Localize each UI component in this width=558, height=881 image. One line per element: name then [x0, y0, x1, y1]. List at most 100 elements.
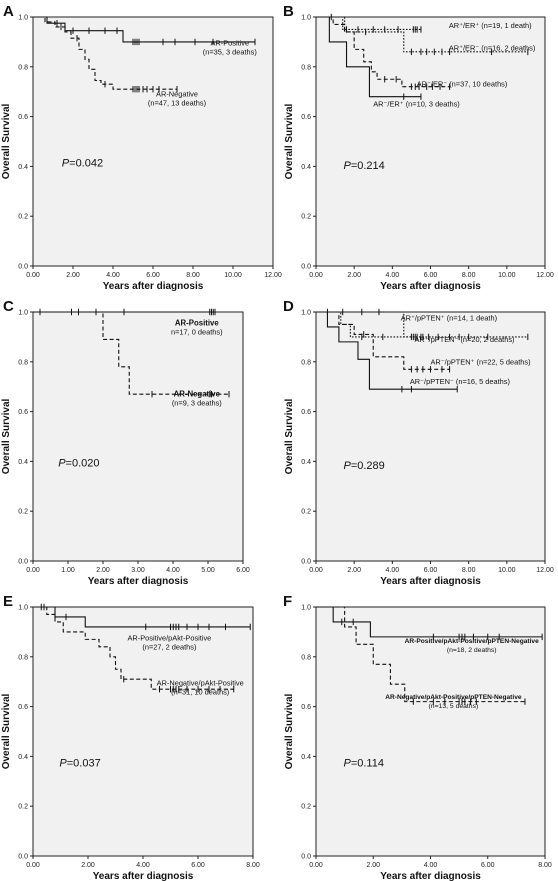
survival-curve-2	[33, 606, 234, 690]
y-tick-label: 0.0	[301, 559, 311, 566]
panel-f: F 0.0 0.2 0.4 0.6 0.8 1.0 0.00 2.00 4.00 6.00 8.00 Y…	[283, 593, 552, 881]
series-name: AR-Positive/pAkt-Positive/pPTEN-Negative	[405, 638, 539, 645]
series-name: AR-Negative/pAkt-Positive/pPTEN-Negative	[385, 694, 522, 701]
y-tick-label: 0.8	[18, 654, 28, 661]
y-tick-label: 0.8	[301, 64, 311, 71]
y-tick-label: 0.2	[301, 804, 311, 811]
panel-letter: C	[3, 298, 14, 315]
series-count: (n=13, 5 deaths)	[429, 703, 479, 710]
panel-b: B 0.0 0.2 0.4 0.6 0.8 1.0 0.00 2.00 4.00 6.00 8.00 1…	[283, 3, 554, 292]
y-tick-label: 0.0	[18, 854, 28, 861]
x-tick-label: 4.00	[106, 272, 120, 279]
y-tick-label: 0.8	[18, 64, 28, 71]
survival-curve-2	[33, 311, 229, 395]
x-tick-label: 0.00	[309, 272, 323, 279]
series-count: (n=18, 2 deaths)	[447, 647, 497, 654]
y-tick-label: 0.0	[18, 264, 28, 271]
x-axis-label: Years after diagnosis	[380, 281, 481, 292]
y-tick-label: 0.4	[301, 459, 311, 466]
panel-c: C 0.0 0.2 0.4 0.6 0.8 1.0 0.00 1.00 2.00 3.00 4.00 5…	[1, 298, 250, 587]
panel-letter: D	[283, 298, 294, 315]
x-tick-label: 2.00	[66, 272, 80, 279]
survival-curve-2	[316, 16, 528, 53]
y-tick-label: 0.0	[18, 559, 28, 566]
x-tick-label: 8.00	[462, 272, 476, 279]
series-annotation: AR⁻/ER⁻ (n=37, 10 deaths)	[417, 80, 508, 89]
series-annotation: AR⁻/pPTEN⁺ (n=22, 5 deaths)	[431, 357, 531, 366]
y-axis-label: Overall Survival	[1, 103, 12, 179]
p-value: P=0.214	[343, 160, 384, 172]
x-tick-label: 12.00	[536, 272, 554, 279]
y-tick-label: 0.4	[301, 164, 311, 171]
panel-letter: F	[283, 593, 292, 610]
series-name: AR-Positive	[210, 39, 249, 48]
x-tick-label: 2.00	[347, 272, 361, 279]
series-count: n=17, 0 deaths)	[171, 328, 223, 337]
series-name: AR-Negative/pAkt-Positive	[157, 678, 244, 687]
x-axis-label: Years after diagnosis	[88, 576, 189, 587]
x-tick-label: 10.00	[498, 272, 516, 279]
y-tick-label: 0.8	[301, 359, 311, 366]
y-tick-label: 1.0	[301, 605, 311, 612]
y-tick-label: 0.4	[18, 754, 28, 761]
p-value: P=0.020	[58, 457, 99, 469]
y-tick-label: 1.0	[18, 605, 28, 612]
plot-area	[32, 16, 274, 267]
survival-curve-2	[33, 16, 177, 90]
x-tick-label: 12.00	[264, 272, 282, 279]
panel-letter: E	[3, 593, 13, 610]
plot-area	[315, 606, 546, 857]
x-axis-label: Years after diagnosis	[380, 871, 481, 881]
x-tick-label: 4.00	[166, 567, 180, 574]
x-tick-label: 2.00	[366, 862, 380, 869]
x-axis-label: Years after diagnosis	[103, 281, 204, 292]
y-tick-label: 1.0	[301, 310, 311, 317]
x-tick-label: 10.00	[224, 272, 242, 279]
series-annotation: AR⁻/pPTEN⁻ (n=16, 5 deaths)	[410, 377, 510, 386]
x-tick-label: 4.00	[136, 862, 150, 869]
x-tick-label: 8.00	[186, 272, 200, 279]
panel-a: A 0.0 0.2 0.4 0.6 0.8 1.0 0.00 2.00 4.00 6.00 8.00 1…	[1, 3, 282, 292]
panel-letter: B	[283, 3, 294, 20]
series-annotation: AR⁺/ER⁺ (n=19, 1 death)	[449, 21, 532, 30]
x-tick-label: 0.00	[26, 567, 40, 574]
x-tick-label: 0.00	[309, 567, 323, 574]
y-tick-label: 0.6	[301, 409, 311, 416]
y-tick-label: 0.8	[301, 654, 311, 661]
y-axis-label: Overall Survival	[284, 693, 295, 769]
series-count: (n=35, 3 deaths)	[203, 48, 257, 57]
y-tick-label: 0.6	[301, 114, 311, 121]
y-tick-label: 0.8	[18, 359, 28, 366]
series-annotation: AR⁺/ER⁻ (n=16, 2 deaths)	[449, 44, 535, 53]
y-axis-label: Overall Survival	[1, 693, 12, 769]
y-tick-label: 1.0	[301, 15, 311, 22]
x-tick-label: 4.00	[386, 272, 400, 279]
y-axis-label: Overall Survival	[284, 103, 295, 179]
y-tick-label: 0.2	[18, 509, 28, 516]
y-tick-label: 1.0	[18, 15, 28, 22]
panel-letter: A	[3, 3, 14, 20]
survival-curve-4	[316, 311, 458, 390]
series-annotation: AR⁺/pPTEN⁻ (n=20, 2 deaths)	[414, 335, 514, 344]
series-annotation: AR⁺/pPTEN⁺ (n=14, 1 death)	[401, 314, 497, 323]
y-tick-label: 0.6	[18, 409, 28, 416]
series-count: (n=31, 10 deaths)	[171, 687, 229, 696]
y-tick-label: 0.4	[301, 754, 311, 761]
x-tick-label: 1.00	[61, 567, 75, 574]
survival-curve-1	[33, 606, 251, 628]
p-value: P=0.114	[343, 757, 383, 769]
y-tick-label: 0.2	[18, 804, 28, 811]
series-count: (n=27, 2 deaths)	[142, 643, 196, 652]
panel-e: E 0.0 0.2 0.4 0.6 0.8 1.0 0.00 2.00 4.00 6.00 8.00 Y…	[1, 593, 260, 881]
series-name: AR-Negative	[156, 90, 198, 99]
x-tick-label: 2.00	[81, 862, 95, 869]
survival-curve-2	[316, 606, 525, 703]
x-tick-label: 6.00	[424, 272, 438, 279]
x-tick-label: 6.00	[236, 567, 250, 574]
y-tick-label: 0.4	[18, 164, 28, 171]
p-value: P=0.289	[343, 460, 384, 472]
survival-curve-3	[316, 311, 450, 370]
y-tick-label: 0.0	[301, 264, 311, 271]
p-value: P=0.037	[59, 757, 100, 769]
